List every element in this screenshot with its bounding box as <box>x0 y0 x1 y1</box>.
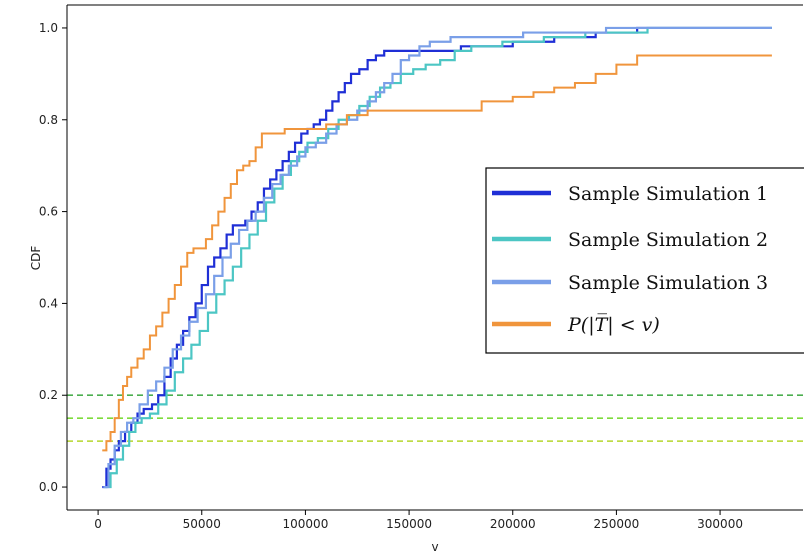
legend: Sample Simulation 1 Sample Simulation 2 Sa… <box>485 167 804 354</box>
x-tick-label: 50000 <box>183 517 221 531</box>
series-line-4 <box>102 54 772 452</box>
series-line-2 <box>104 26 772 489</box>
x-tick-label: 150000 <box>386 517 432 531</box>
y-tick-label: 0.6 <box>39 205 58 219</box>
y-tick-label: 0.0 <box>39 480 58 494</box>
legend-label-2: Sample Simulation 2 <box>568 229 768 251</box>
x-tick-label: 200000 <box>490 517 536 531</box>
series-line-1 <box>102 26 772 489</box>
x-tick-label: 0 <box>94 517 102 531</box>
legend-label-4: P(|T̅| < v) <box>567 314 660 336</box>
legend-label-1: Sample Simulation 1 <box>568 183 768 205</box>
x-axis-label: v <box>431 540 438 554</box>
y-axis-ticks: 0.0 0.2 0.4 0.6 0.8 1.0 <box>39 21 67 494</box>
y-tick-label: 0.2 <box>39 388 58 402</box>
x-tick-label: 100000 <box>283 517 329 531</box>
axes <box>66 4 803 511</box>
x-tick-label: 300000 <box>697 517 743 531</box>
series-lines <box>102 26 772 489</box>
y-tick-label: 0.4 <box>39 296 58 310</box>
legend-label-3: Sample Simulation 3 <box>568 272 768 294</box>
y-axis-label: CDF <box>29 246 43 271</box>
x-tick-label: 250000 <box>594 517 640 531</box>
x-axis-ticks: 0 50000 100000 150000 200000 250000 300000 <box>94 510 743 531</box>
y-tick-label: 0.8 <box>39 113 58 127</box>
y-tick-label: 1.0 <box>39 21 58 35</box>
threshold-lines <box>67 394 803 442</box>
series-line-3 <box>103 26 772 489</box>
